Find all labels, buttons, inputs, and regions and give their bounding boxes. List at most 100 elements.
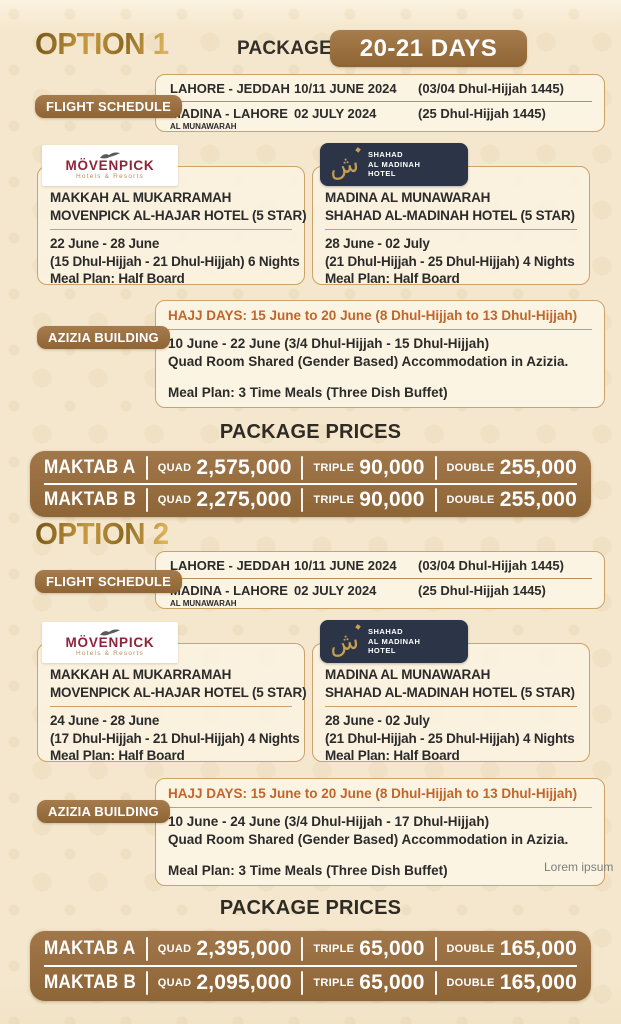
hotel-name: MOVENPICK AL-HAJAR HOTEL (5 STAR) xyxy=(50,684,307,700)
flight-schedule-pill: FLIGHT SCHEDULE xyxy=(35,570,183,593)
azizia-stay-dates: 10 June - 22 June (3/4 Dhul-Hijjah - 15 … xyxy=(168,336,490,351)
flight-date: 02 JULY 2024 xyxy=(294,106,377,121)
divider xyxy=(145,937,148,961)
azizia-meal-plan: Meal Plan: 3 Time Meals (Three Dish Buff… xyxy=(168,385,448,400)
triple-label: TRIPLE xyxy=(313,977,355,989)
movenpick-logo: MÖVENPICK Hotels & Resorts xyxy=(42,622,178,663)
double-label: DOUBLE xyxy=(446,943,495,955)
flight-route: LAHORE - JEDDAH xyxy=(170,558,290,573)
shahad-logo-line: AL MADINAH xyxy=(368,159,421,169)
azizia-building-pill: AZIZIA BUILDING xyxy=(37,326,170,349)
quad-price: 2,275,000 xyxy=(196,488,292,511)
calligraphy-emblem-icon: ش xyxy=(326,146,362,182)
triple-label: TRIPLE xyxy=(313,943,355,955)
maktab-label: MAKTAB A xyxy=(44,938,136,959)
movenpick-brand-text: MÖVENPICK xyxy=(65,634,155,650)
option-2-title: OPTION 2 xyxy=(35,516,169,551)
flight-date: 10/11 JUNE 2024 xyxy=(294,81,397,96)
flight-route: MADINA - LAHORE xyxy=(170,106,288,121)
flight-route: LAHORE - JEDDAH xyxy=(170,81,290,96)
price-row-maktab-a: MAKTAB A QUAD 2,395,000 TRIPLE 65,000 DOUB… xyxy=(44,933,577,965)
quad-label: QUAD xyxy=(157,977,192,989)
movenpick-brand-text: MÖVENPICK xyxy=(65,157,155,173)
flight-date: 02 JULY 2024 xyxy=(294,583,377,598)
azizia-box-option-1: HAJJ DAYS: 15 June to 20 June (8 Dhul-Hi… xyxy=(155,300,605,408)
hotel-city: MAKKAH AL MUKARRAMAH xyxy=(50,190,232,205)
azizia-room-info: Quad Room Shared (Gender Based) Accommod… xyxy=(168,832,569,847)
flight-route-subtitle: AL MUNAWARAH xyxy=(170,122,237,131)
hotel-hijri-nights: (21 Dhul-Hijjah - 25 Dhul-Hijjah) 4 Nigh… xyxy=(325,253,575,269)
shahad-logo-line: HOTEL xyxy=(368,646,396,656)
flight-date: 10/11 JUNE 2024 xyxy=(294,558,397,573)
triple-price: 65,000 xyxy=(359,971,425,994)
triple-label: TRIPLE xyxy=(313,462,355,474)
divider xyxy=(325,706,577,707)
flight-route-subtitle: AL MUNAWARAH xyxy=(170,599,237,608)
flight-schedule-box-option-2: LAHORE - JEDDAH 10/11 JUNE 2024 (03/04 D… xyxy=(155,551,605,609)
quad-price: 2,095,000 xyxy=(196,971,292,994)
divider xyxy=(434,488,437,512)
triple-price: 90,000 xyxy=(359,488,425,511)
hajj-days-line: HAJJ DAYS: 15 June to 20 June (8 Dhul-Hi… xyxy=(168,307,592,330)
double-label: DOUBLE xyxy=(446,494,495,506)
shahad-logo-line: SHAHAD xyxy=(368,150,404,160)
flight-schedule-box-option-1: LAHORE - JEDDAH 10/11 JUNE 2024 (03/04 D… xyxy=(155,74,605,132)
flight-hijri-date: (25 Dhul-Hijjah 1445) xyxy=(418,106,546,121)
hotel-name: SHAHAD AL-MADINAH HOTEL (5 STAR) xyxy=(325,207,575,223)
double-label: DOUBLE xyxy=(446,462,495,474)
azizia-stay-dates: 10 June - 24 June (3/4 Dhul-Hijjah - 17 … xyxy=(168,814,490,829)
quad-label: QUAD xyxy=(157,462,192,474)
shahad-logo-line: HOTEL xyxy=(368,169,396,179)
divider xyxy=(145,971,148,995)
double-price: 165,000 xyxy=(499,937,577,960)
quad-price: 2,395,000 xyxy=(196,937,292,960)
hotel-city: MADINA AL MUNAWARAH xyxy=(325,190,491,205)
price-row-maktab-b: MAKTAB B QUAD 2,275,000 TRIPLE 90,000 DOUB… xyxy=(44,483,577,515)
package-label: PACKAGE xyxy=(237,38,332,59)
hotel-dates: 24 June - 28 June xyxy=(50,713,160,728)
hotel-card-madina-option-1: MADINA AL MUNAWARAH SHAHAD AL-MADINAH HO… xyxy=(312,166,590,286)
hotel-city: MAKKAH AL MUKARRAMAH xyxy=(50,667,232,682)
shahad-logo-line: AL MADINAH xyxy=(368,636,421,646)
hajj-days-line: HAJJ DAYS: 15 June to 20 June (8 Dhul-Hi… xyxy=(168,785,592,808)
hotel-meal-plan: Meal Plan: Half Board xyxy=(325,748,460,763)
double-price: 165,000 xyxy=(499,971,577,994)
divider xyxy=(325,229,577,230)
triple-label: TRIPLE xyxy=(313,494,355,506)
flight-hijri-date: (25 Dhul-Hijjah 1445) xyxy=(418,583,546,598)
flight-row: LAHORE - JEDDAH 10/11 JUNE 2024 (03/04 D… xyxy=(170,80,592,102)
divider xyxy=(301,971,304,995)
price-table-option-1: MAKTAB A QUAD 2,575,000 TRIPLE 90,000 DOUB… xyxy=(30,451,591,517)
double-price: 255,000 xyxy=(499,456,577,479)
price-table-option-2: MAKTAB A QUAD 2,395,000 TRIPLE 65,000 DOUB… xyxy=(30,931,591,1001)
quad-label: QUAD xyxy=(157,494,192,506)
azizia-box-option-2: HAJJ DAYS: 15 June to 20 June (8 Dhul-Hi… xyxy=(155,778,605,886)
movenpick-tagline: Hotels & Resorts xyxy=(76,649,144,657)
quad-price: 2,575,000 xyxy=(196,456,292,479)
price-row-maktab-a: MAKTAB A QUAD 2,575,000 TRIPLE 90,000 DOUB… xyxy=(44,453,577,483)
hotel-meal-plan: Meal Plan: Half Board xyxy=(325,271,460,286)
bird-icon xyxy=(99,152,121,158)
hotel-name: SHAHAD AL-MADINAH HOTEL (5 STAR) xyxy=(325,684,575,700)
divider xyxy=(301,937,304,961)
divider xyxy=(434,456,437,480)
double-label: DOUBLE xyxy=(446,977,495,989)
hotel-dates: 28 June - 02 July xyxy=(325,713,430,728)
hotel-dates: 28 June - 02 July xyxy=(325,236,430,251)
shahad-logo-line: SHAHAD xyxy=(368,627,404,637)
flight-row: MADINA - LAHORE AL MUNAWARAH 02 JULY 202… xyxy=(170,579,592,608)
package-prices-title: PACKAGE PRICES xyxy=(219,421,402,443)
azizia-building-pill: AZIZIA BUILDING xyxy=(37,800,170,823)
flight-row: MADINA - LAHORE AL MUNAWARAH 02 JULY 202… xyxy=(170,102,592,131)
package-days-badge: 20-21 DAYS xyxy=(330,30,527,67)
maktab-label: MAKTAB B xyxy=(44,972,137,993)
movenpick-tagline: Hotels & Resorts xyxy=(76,172,144,180)
hotel-meal-plan: Meal Plan: Half Board xyxy=(50,271,185,286)
hotel-hijri-nights: (21 Dhul-Hijjah - 25 Dhul-Hijjah) 4 Nigh… xyxy=(325,730,575,746)
option-1-title: OPTION 1 xyxy=(35,26,169,61)
divider xyxy=(301,456,304,480)
hotel-hijri-nights: (17 Dhul-Hijjah - 21 Dhul-Hijjah) 4 Nigh… xyxy=(50,730,300,746)
hotel-dates: 22 June - 28 June xyxy=(50,236,160,251)
flight-hijri-date: (03/04 Dhul-Hijjah 1445) xyxy=(418,558,564,573)
